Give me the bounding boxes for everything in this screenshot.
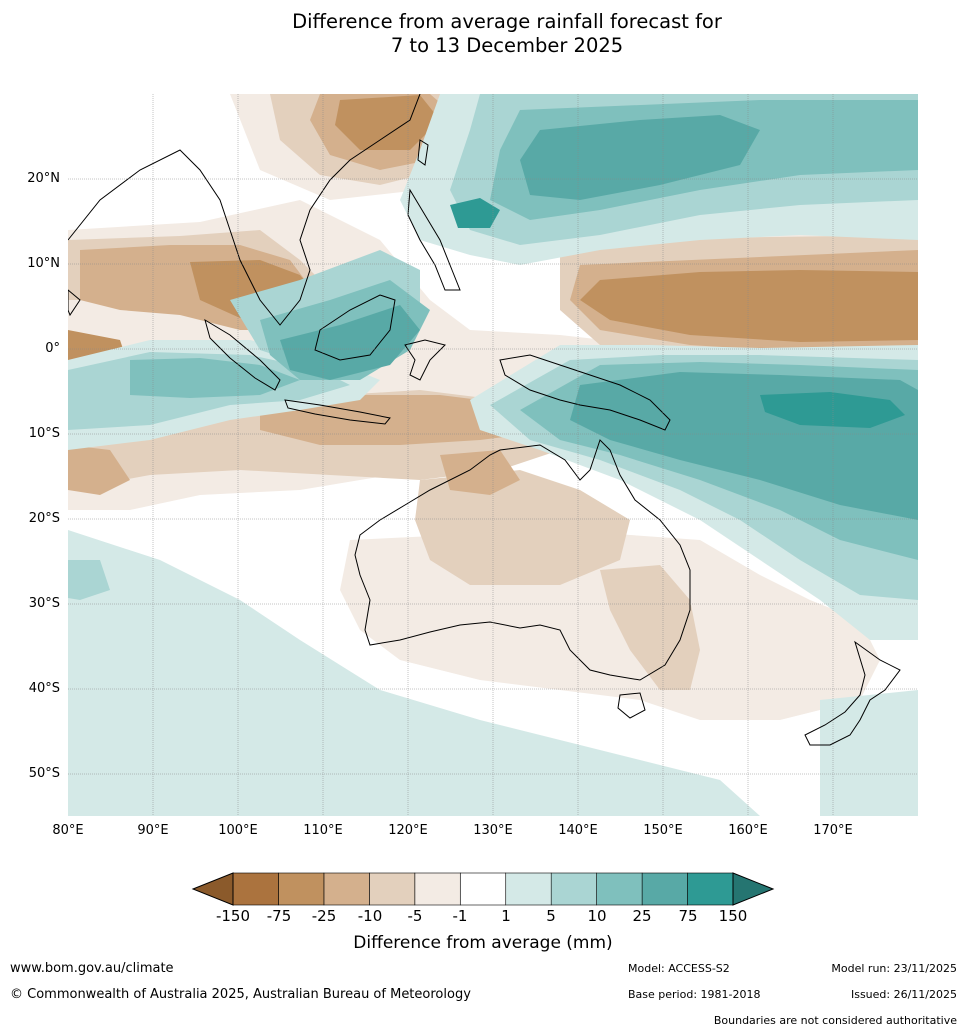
lon-label: 100°E — [218, 823, 258, 838]
lat-label: 40°S — [28, 681, 60, 696]
title-line-1: Difference from average rainfall forecas… — [292, 10, 722, 33]
lon-label: 140°E — [558, 823, 598, 838]
lon-label: 90°E — [137, 823, 169, 838]
lat-label: 20°S — [28, 511, 60, 526]
anomaly-region-dry-25-10 — [68, 445, 130, 495]
copyright-text: © Commonwealth of Australia 2025, Austra… — [10, 987, 471, 1002]
colorbar-segment-dry-150-75 — [232, 872, 279, 906]
boundaries-disclaimer: Boundaries are not considered authoritat… — [713, 1014, 957, 1027]
colorbar-tick-label: -1 — [452, 907, 468, 925]
lat-label: 30°S — [28, 596, 60, 611]
colorbar-segment-dry-10-5 — [369, 872, 416, 906]
colorbar-segment-wet-75-150 — [687, 872, 734, 906]
lon-label: 110°E — [303, 823, 343, 838]
lon-label: 130°E — [473, 823, 513, 838]
colorbar-tick-label: 1 — [501, 907, 511, 925]
colorbar-segment-wet-10-25 — [596, 872, 643, 906]
lon-label: 120°E — [388, 823, 428, 838]
issued-date: Issued: 26/11/2025 — [850, 988, 957, 1001]
anomaly-region-wet-5-10 — [68, 560, 110, 600]
colorbar-tick-label: 150 — [718, 907, 748, 925]
title-line-2: 7 to 13 December 2025 — [390, 34, 624, 57]
anomaly-region-wet-75-150 — [450, 198, 500, 228]
colorbar-segment-wet-5-10 — [550, 872, 597, 906]
anomaly-region-wet-1-5 — [820, 690, 918, 816]
colorbar-segment-dry-25-10 — [323, 872, 370, 906]
anomaly-region-wet-1-5 — [68, 530, 760, 816]
colorbar-tick-label: -75 — [266, 907, 292, 925]
base-period: Base period: 1981-2018 — [628, 988, 761, 1001]
colorbar-tick-label: 5 — [546, 907, 556, 925]
website-link[interactable]: www.bom.gov.au/climate — [10, 961, 174, 976]
colorbar-segment-wet-1-5 — [505, 872, 552, 906]
colorbar-tick-label: -10 — [357, 907, 383, 925]
asia-mainland-coastline — [68, 94, 421, 326]
chart-title: Difference from average rainfall forecas… — [0, 10, 965, 58]
lat-label: 20°N — [27, 171, 60, 186]
colorbar-extend-high — [732, 872, 775, 906]
colorbar-tick-label: -150 — [215, 907, 251, 925]
sri-lanka-coastline — [68, 289, 81, 317]
colorbar-tick-label: -25 — [311, 907, 337, 925]
lon-label: 160°E — [728, 823, 768, 838]
lon-label: 170°E — [813, 823, 853, 838]
colorbar-segment-dry-75-25 — [278, 872, 325, 906]
colorbar — [191, 872, 775, 906]
tasmania-coastline — [617, 692, 646, 719]
colorbar-extend-low — [191, 872, 234, 906]
colorbar-segment-neutral — [459, 872, 507, 906]
lat-label: 0° — [45, 341, 60, 356]
colorbar-segment-wet-25-75 — [641, 872, 688, 906]
java-coastline — [284, 399, 391, 425]
colorbar-label: Difference from average (mm) — [353, 933, 613, 953]
taiwan-coastline — [417, 139, 429, 166]
anomaly-region-wet-25-75 — [280, 305, 420, 380]
anomaly-region-wet-75-150 — [760, 392, 905, 428]
new-guinea-coastline — [499, 354, 671, 431]
lon-label: 150°E — [643, 823, 683, 838]
colorbar-tick-label: -5 — [407, 907, 423, 925]
colorbar-tick-label: 10 — [587, 907, 607, 925]
australia-coastline — [354, 439, 691, 681]
colorbar-segment-dry-5-1 — [414, 872, 461, 906]
anomaly-region-dry-75-25 — [580, 270, 918, 342]
anomaly-region-dry-25-10 — [440, 450, 520, 495]
anomaly-region-dry-75-25 — [335, 95, 440, 150]
lat-label: 10°S — [28, 426, 60, 441]
model-name: Model: ACCESS-S2 — [628, 962, 730, 975]
anomaly-region-dry-10-5 — [600, 565, 700, 690]
sulawesi-coastline — [404, 339, 446, 381]
coastlines — [68, 94, 901, 746]
colorbar-tick-label: 75 — [678, 907, 698, 925]
philippines-coastline — [407, 188, 461, 291]
graticule — [68, 94, 918, 816]
sumatra-coastline — [204, 318, 281, 391]
colorbar-tick-label: 25 — [632, 907, 652, 925]
model-run-date: Model run: 23/11/2025 — [831, 962, 957, 975]
anomaly-region-wet-10-25 — [130, 358, 300, 398]
anomaly-region-dry-10-5 — [415, 470, 630, 585]
lat-label: 10°N — [27, 256, 60, 271]
lon-label: 80°E — [52, 823, 84, 838]
new-zealand-coastline — [804, 640, 901, 746]
lat-label: 50°S — [28, 766, 60, 781]
borneo-coastline — [314, 294, 396, 361]
